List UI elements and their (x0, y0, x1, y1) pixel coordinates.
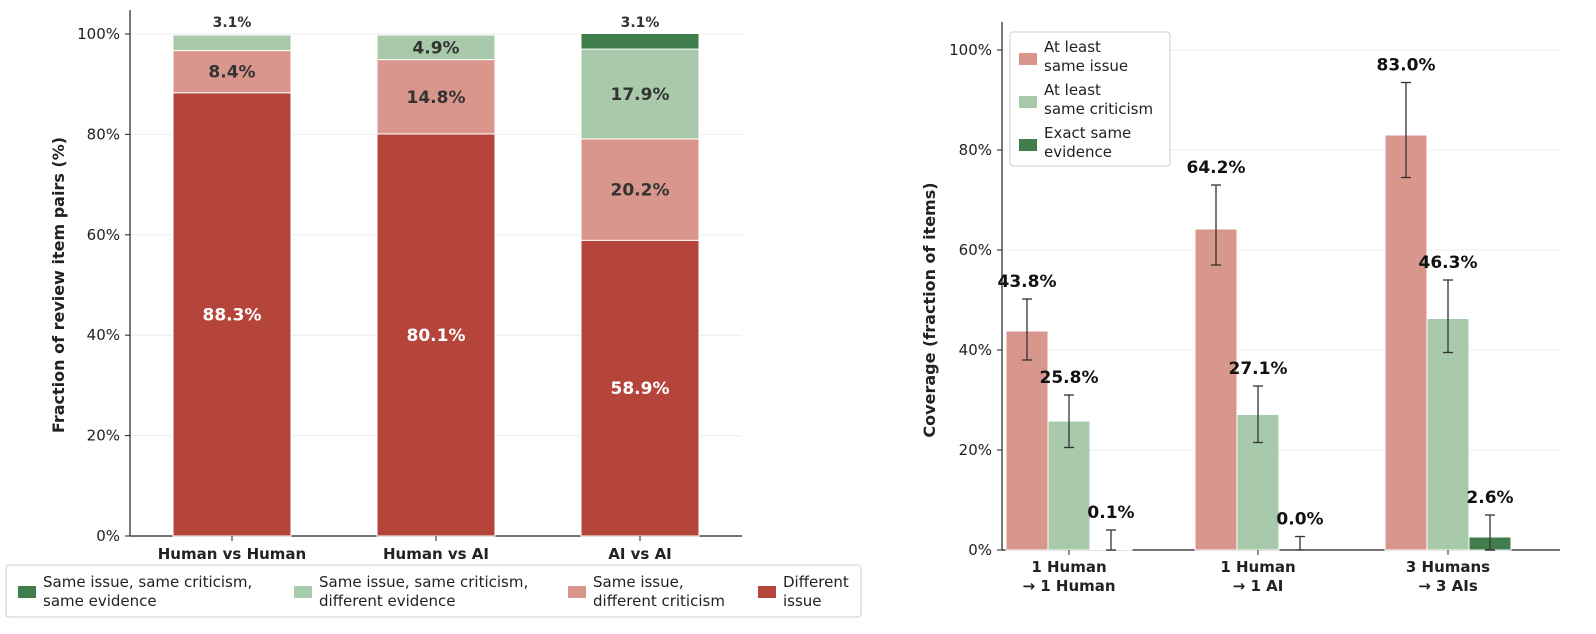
data-label: 80.1% (407, 326, 466, 346)
x-tick-label: → 1 Human (1022, 577, 1115, 595)
data-label: 64.2% (1187, 158, 1246, 178)
legend-label: Same issue, same criticism, (319, 573, 528, 591)
y-tick-label: 20% (959, 441, 992, 459)
y-tick-label: 80% (959, 141, 992, 159)
bar-segment (580, 48, 700, 140)
bar-segment (580, 239, 700, 537)
legend-swatch (294, 586, 312, 598)
bar-segment (172, 92, 292, 537)
y-axis-label: Coverage (fraction of items) (920, 182, 939, 437)
legend-swatch (1019, 139, 1037, 151)
data-label: 27.1% (1229, 359, 1288, 379)
bar (1384, 134, 1428, 551)
bar-segment (376, 34, 496, 61)
data-label: 20.2% (611, 181, 670, 201)
bar (1194, 228, 1238, 551)
data-label: 58.9% (611, 379, 670, 399)
legend-frame (1009, 31, 1171, 167)
legend-label: evidence (1044, 143, 1112, 161)
y-tick-label: 0% (96, 527, 120, 545)
legend-label: same issue (1044, 57, 1128, 75)
legend-label: Same issue, same criticism, (43, 573, 252, 591)
x-tick-label: Human vs AI (383, 545, 489, 563)
y-tick-label: 40% (87, 326, 120, 344)
data-label: 14.8% (407, 88, 466, 108)
legend-swatch (1019, 96, 1037, 108)
y-axis-label: Fraction of review item pairs (%) (49, 137, 68, 433)
bottom-legend: Same issue, same criticism,same evidence… (5, 564, 862, 618)
data-label: 25.8% (1040, 368, 1099, 388)
data-label: 83.0% (1377, 56, 1436, 76)
legend-label: Exact same (1044, 124, 1131, 142)
data-label: 46.3% (1419, 253, 1478, 273)
legend-label: Same issue, (593, 573, 684, 591)
x-tick-label: 3 Humans (1406, 558, 1490, 576)
bar-segment (172, 34, 292, 52)
data-label: 17.9% (611, 85, 670, 105)
data-label: 8.4% (208, 63, 255, 83)
y-tick-label: 80% (87, 125, 120, 143)
legend-label: issue (783, 592, 822, 610)
x-tick-label: Human vs Human (158, 545, 306, 563)
x-tick-label: 1 Human (1031, 558, 1106, 576)
x-tick-label: → 3 AIs (1418, 577, 1478, 595)
bar-segment (172, 50, 292, 94)
bar-segment (376, 133, 496, 537)
data-label: 88.3% (203, 305, 262, 325)
data-label: 4.9% (412, 38, 459, 58)
data-label: 43.8% (998, 272, 1057, 292)
y-tick-label: 40% (959, 341, 992, 359)
y-tick-label: 60% (87, 226, 120, 244)
y-tick-label: 0% (968, 541, 992, 559)
data-label: 0.1% (1087, 503, 1134, 523)
data-label: 3.1% (213, 15, 252, 31)
legend-label: same criticism (1044, 100, 1153, 118)
x-tick-label: 1 Human (1220, 558, 1295, 576)
y-tick-label: 60% (959, 241, 992, 259)
legend-label: different evidence (319, 592, 455, 610)
stacked-bar-chart: 0% 20% 40% 60% 80% 100% Fraction of review ite… (49, 10, 742, 563)
bar-segment (376, 59, 496, 135)
legend-swatch (568, 586, 586, 598)
legend-frame (5, 564, 862, 618)
legend-swatch (758, 586, 776, 598)
x-tick-label: AI vs AI (608, 545, 672, 563)
y-tick-label: 20% (87, 427, 120, 445)
data-label: 0.0% (1276, 510, 1323, 530)
bar-segment (580, 32, 700, 50)
y-tick-label: 100% (949, 41, 992, 59)
data-label: 3.1% (621, 15, 660, 31)
legend-label: At least (1044, 38, 1101, 56)
legend-label: same evidence (43, 592, 157, 610)
legend-swatch (1019, 53, 1037, 65)
data-label: 2.6% (1466, 488, 1513, 508)
bar (1005, 330, 1049, 551)
y-tick-label: 100% (77, 25, 120, 43)
legend-label: At least (1044, 81, 1101, 99)
bar (1426, 318, 1470, 551)
coverage-bar-chart: 0% 20% 40% 60% 80% 100% Coverage (fraction of … (920, 22, 1560, 595)
x-tick-label: → 1 AI (1233, 577, 1284, 595)
legend-label: Different (783, 573, 849, 591)
legend-swatch (18, 586, 36, 598)
legend-label: different criticism (593, 592, 725, 610)
